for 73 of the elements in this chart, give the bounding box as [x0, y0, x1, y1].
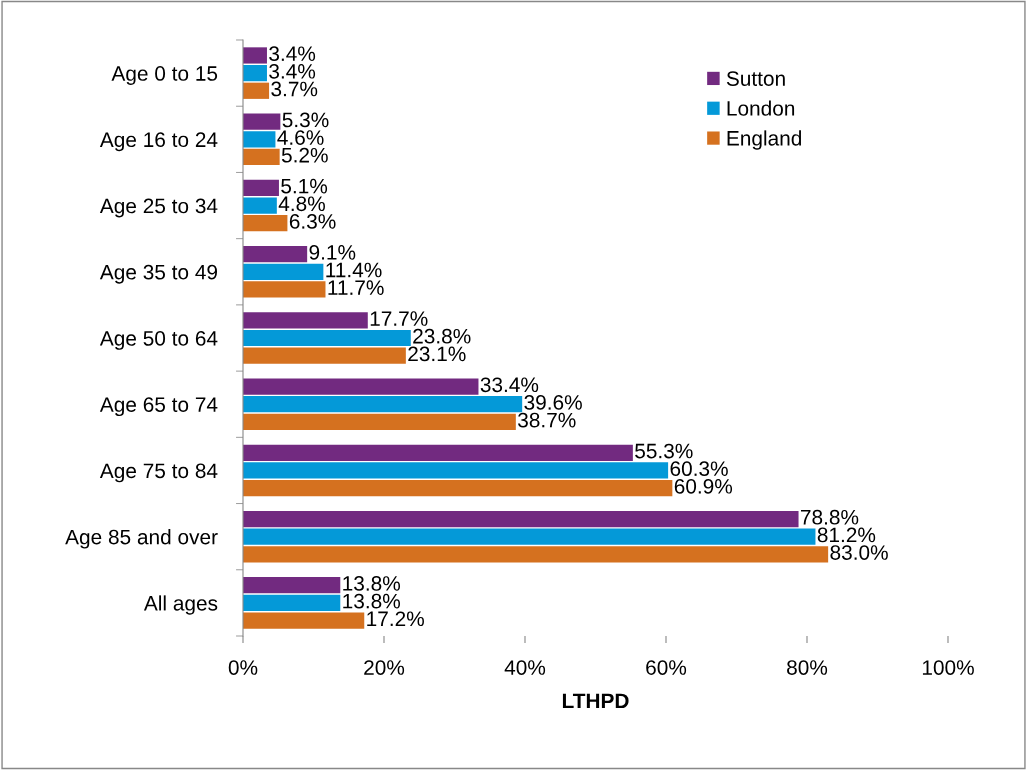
y-tick-label: Age 75 to 84 — [99, 463, 218, 483]
data-label: 60.3% — [670, 461, 728, 477]
bar — [243, 528, 816, 545]
y-tick-label: All ages — [143, 595, 218, 615]
bar — [243, 82, 270, 99]
bar — [243, 413, 516, 430]
data-label: 6.3% — [289, 214, 336, 229]
bar — [243, 378, 479, 395]
data-label: 81.2% — [817, 527, 876, 543]
data-label: 13.8% — [343, 593, 401, 609]
data-label: 78.8% — [801, 509, 859, 525]
data-label: 5.3% — [282, 112, 329, 128]
bar — [243, 131, 276, 148]
bar — [243, 612, 365, 629]
x-tick-label: 0% — [228, 660, 258, 675]
x-tick-label: 60% — [646, 660, 687, 675]
x-axis-title: LTHPD — [562, 693, 629, 709]
bar — [243, 462, 669, 479]
data-label: 33.4% — [480, 377, 539, 393]
data-label: 3.4% — [269, 63, 316, 79]
data-label: 55.3% — [635, 443, 693, 459]
legend-label: England — [727, 130, 802, 150]
y-tick-label: Age 0 to 15 — [111, 66, 218, 85]
data-label: 11.4% — [326, 262, 382, 278]
bar — [243, 510, 799, 528]
bar — [243, 396, 523, 413]
data-label: 3.7% — [271, 81, 318, 97]
x-tick-label: 100% — [922, 660, 974, 675]
data-label: 23.8% — [413, 328, 471, 344]
x-tick-label: 20% — [364, 660, 405, 675]
data-label: 3.4% — [269, 46, 316, 62]
bar — [243, 113, 281, 130]
bar — [243, 197, 277, 214]
bar — [243, 246, 308, 263]
bar — [243, 546, 829, 563]
data-label: 9.1% — [309, 244, 356, 260]
y-tick-label: Age 16 to 24 — [99, 132, 218, 152]
bar — [243, 444, 633, 461]
bar — [243, 594, 341, 612]
bar — [243, 148, 280, 166]
bar — [243, 577, 341, 594]
bar — [243, 215, 288, 232]
bar — [243, 347, 406, 364]
bar — [243, 312, 368, 329]
bar — [243, 179, 279, 197]
data-label: 17.7% — [370, 311, 428, 326]
y-tick-label: Age 65 to 74 — [99, 397, 218, 417]
data-label: 4.8% — [278, 196, 325, 212]
legend-label: Sutton — [726, 71, 785, 86]
data-label: 13.8% — [343, 576, 401, 591]
data-label: 5.2% — [281, 147, 328, 163]
data-label: 23.1% — [408, 346, 466, 362]
y-tick-label: Age 50 to 64 — [99, 331, 218, 350]
y-tick-label: Age 35 to 49 — [99, 264, 218, 284]
data-label: 11.7% — [328, 280, 384, 295]
bar — [243, 64, 267, 82]
bar — [243, 281, 326, 298]
y-tick-label: Age 25 to 34 — [99, 198, 218, 218]
bar — [243, 329, 411, 347]
bar — [243, 263, 324, 280]
data-label: 83.0% — [830, 545, 888, 560]
bar — [243, 47, 267, 64]
bar — [243, 479, 673, 497]
data-label: 39.6% — [524, 395, 582, 410]
x-tick-label: 80% — [787, 660, 828, 675]
data-label: 38.7% — [518, 412, 576, 428]
x-tick-label: 40% — [504, 660, 546, 675]
data-label: 60.9% — [674, 478, 733, 494]
y-tick-label: Age 85 and over — [65, 529, 218, 549]
data-label: 4.6% — [277, 130, 324, 145]
data-label: 5.1% — [281, 178, 328, 194]
legend-label: London — [727, 100, 795, 116]
data-label: 17.2% — [367, 611, 424, 627]
